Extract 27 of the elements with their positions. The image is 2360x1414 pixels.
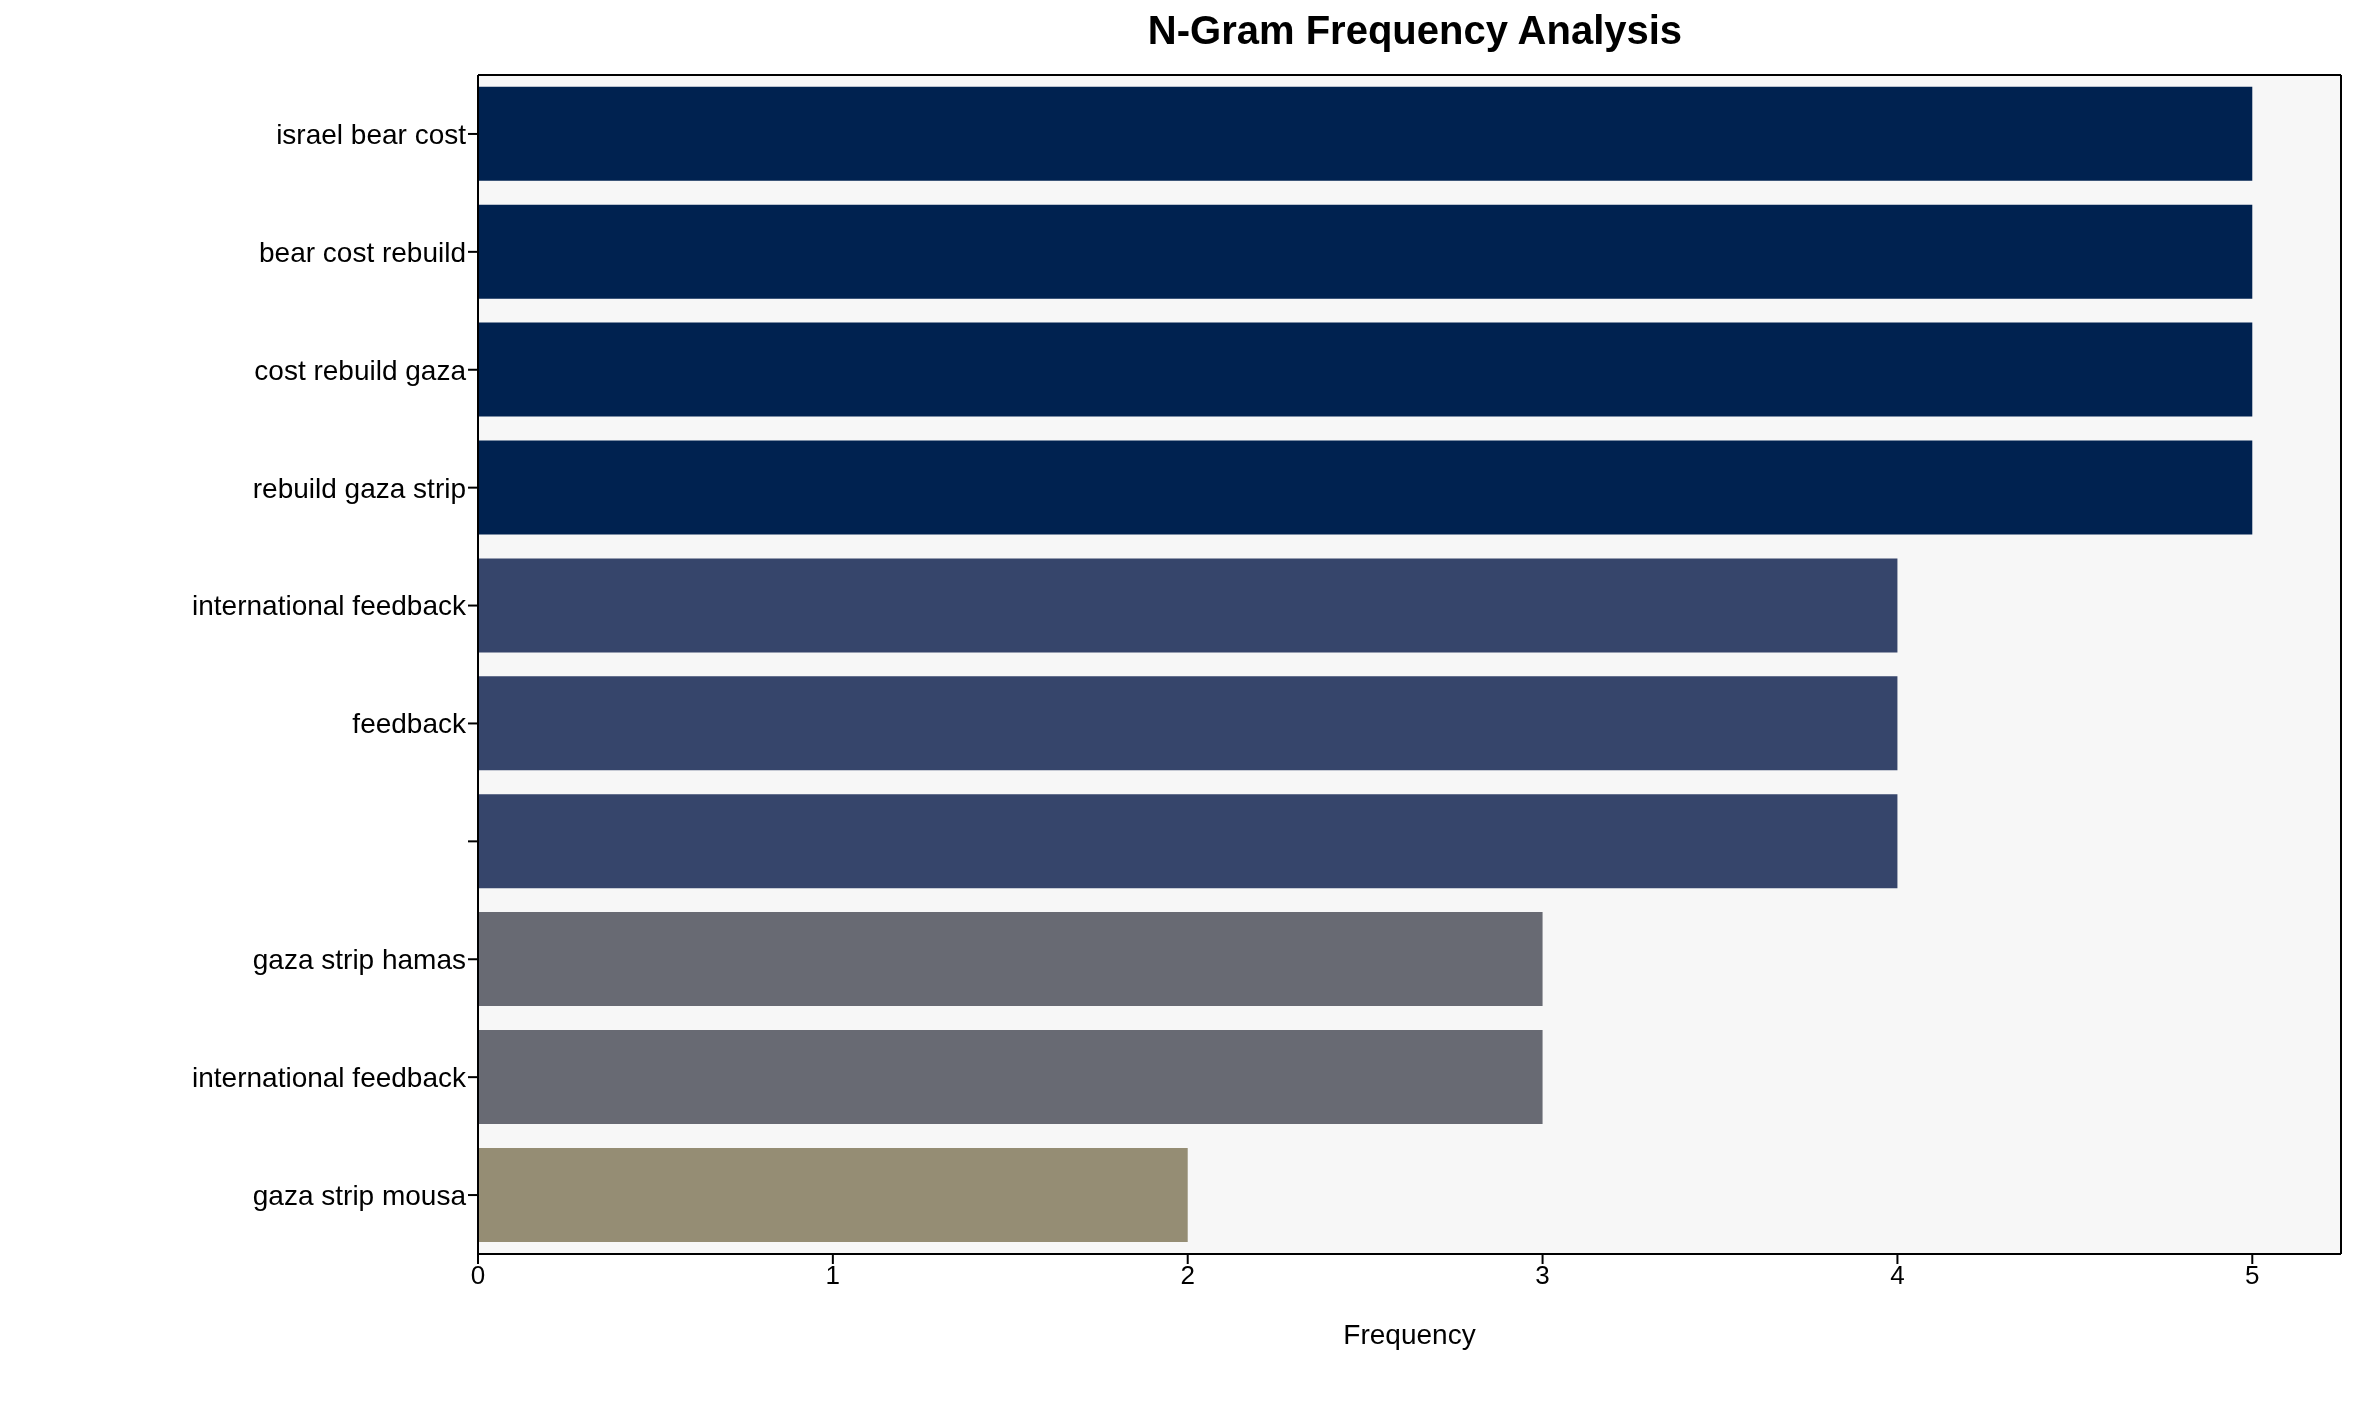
y-tick-label: gaza strip mousa xyxy=(252,1179,467,1211)
y-tick-label: international feedback xyxy=(192,590,467,622)
x-tick-label: 3 xyxy=(1535,1260,1550,1291)
bar xyxy=(478,1029,1543,1124)
y-tick-label: international feedback xyxy=(192,1062,467,1094)
bar xyxy=(478,912,1543,1007)
bar xyxy=(478,1147,1188,1242)
bar xyxy=(478,322,2253,417)
bar xyxy=(478,204,2253,299)
y-tick-label: gaza strip hamas xyxy=(252,944,466,976)
chart-title: N-Gram Frequency Analysis xyxy=(1146,8,1684,54)
bar xyxy=(478,86,2253,181)
bar xyxy=(478,794,1898,889)
x-tick-label: 4 xyxy=(1890,1260,1905,1291)
y-tick-label: feedback xyxy=(352,708,467,740)
y-tick-label: israel bear cost xyxy=(276,118,467,150)
y-tick-label: bear cost rebuild xyxy=(258,236,466,268)
x-tick-label: 2 xyxy=(1180,1260,1195,1291)
x-tick-label: 1 xyxy=(825,1260,841,1291)
bar xyxy=(478,676,1898,771)
y-tick-label: rebuild gaza strip xyxy=(252,472,466,504)
x-axis-title: Frequency xyxy=(1343,1319,1476,1350)
bar xyxy=(478,558,1898,653)
y-tick-label: cost rebuild gaza xyxy=(254,354,467,386)
x-tick-label: 0 xyxy=(470,1260,486,1291)
bar xyxy=(478,440,2253,535)
x-tick-label: 5 xyxy=(2245,1260,2260,1291)
